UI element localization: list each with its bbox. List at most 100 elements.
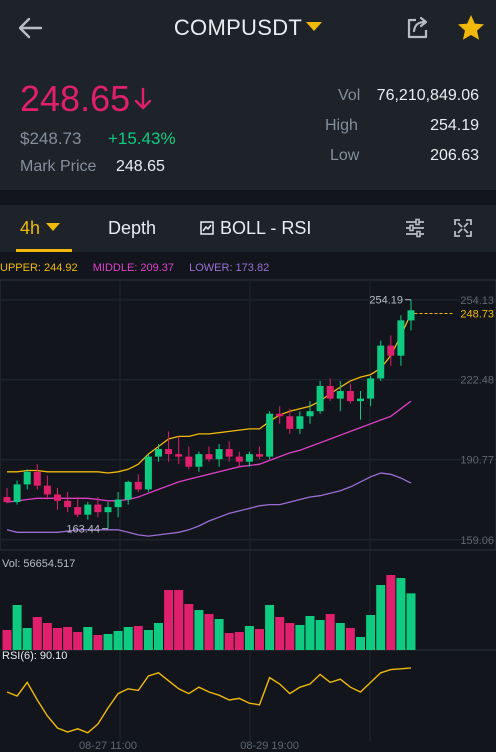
candle-up bbox=[23, 471, 31, 485]
volume-bar bbox=[42, 623, 52, 650]
x-axis-label: 08-27 11:00 bbox=[79, 740, 137, 752]
volume-bar bbox=[234, 632, 244, 650]
candle-down bbox=[225, 449, 233, 457]
boll-upper-line bbox=[7, 313, 412, 474]
volume-bar bbox=[143, 630, 153, 650]
boll-upper-label: UPPER: 244.92 bbox=[0, 262, 78, 274]
candlestick-chart[interactable]: 254.13 222.48 190.77 159.06 254.19 163.44 248.… bbox=[0, 252, 496, 752]
candle-down bbox=[54, 494, 61, 501]
volume-bar bbox=[325, 614, 335, 650]
volume-bar bbox=[123, 627, 133, 650]
candle-up bbox=[13, 484, 21, 503]
rsi-legend: RSI(6): 90.10 bbox=[2, 650, 68, 662]
volume-bar bbox=[22, 628, 32, 650]
volume-bar bbox=[103, 634, 113, 650]
candle-up bbox=[266, 413, 274, 457]
candle-up bbox=[357, 398, 364, 402]
candle-down bbox=[94, 504, 102, 513]
volume-bar bbox=[204, 614, 214, 650]
candle-down bbox=[346, 391, 354, 402]
volume-bar bbox=[396, 578, 406, 650]
volume-bar bbox=[386, 575, 396, 650]
volume-bar bbox=[63, 627, 73, 650]
candle-up bbox=[155, 449, 162, 457]
y-axis-label: 254.13 bbox=[460, 295, 494, 307]
sliders-settings-icon[interactable] bbox=[404, 217, 426, 239]
candle-up bbox=[397, 320, 405, 356]
candle-up bbox=[296, 416, 304, 429]
candle-up bbox=[245, 454, 253, 462]
candle-up bbox=[367, 378, 375, 399]
tab-depth[interactable]: Depth bbox=[108, 218, 157, 238]
share-icon[interactable] bbox=[404, 14, 432, 42]
candle-down bbox=[185, 456, 193, 467]
candle-down bbox=[286, 416, 294, 429]
max-price-label: 254.19 bbox=[369, 295, 403, 307]
down-arrow-icon bbox=[134, 87, 152, 110]
y-axis-label: 222.48 bbox=[460, 375, 494, 387]
volume-bar bbox=[83, 627, 93, 650]
candle-up bbox=[215, 449, 223, 460]
volume-bar bbox=[73, 632, 83, 650]
boll-legend: UPPER: 244.92 MIDDLE: 209.37 LOWER: 173.… bbox=[0, 262, 281, 274]
volume-legend: Vol: 56654.517 bbox=[2, 558, 76, 570]
favorite-star-icon[interactable] bbox=[456, 13, 486, 43]
back-arrow-icon[interactable] bbox=[14, 12, 46, 44]
active-tab-underline bbox=[16, 249, 72, 252]
fullscreen-icon[interactable] bbox=[452, 217, 474, 239]
candle-up bbox=[104, 507, 112, 513]
volume-bar bbox=[315, 620, 325, 650]
volume-bar bbox=[406, 593, 416, 650]
volume-bar bbox=[164, 590, 174, 650]
volume-bar bbox=[133, 626, 143, 650]
candle-up bbox=[306, 411, 314, 417]
interval-selector[interactable]: 4h bbox=[20, 218, 61, 239]
y-axis-label: 190.77 bbox=[460, 455, 494, 467]
candle-up bbox=[336, 391, 344, 399]
symbol-selector[interactable]: COMPUSDT bbox=[0, 15, 496, 41]
volume-bar bbox=[12, 605, 22, 650]
volume-bar bbox=[93, 635, 103, 650]
candle-up bbox=[124, 481, 132, 500]
indicator-label: BOLL - RSI bbox=[220, 218, 312, 238]
volume-bar bbox=[244, 626, 254, 650]
current-price-label: 248.73 bbox=[460, 308, 494, 320]
candle-down bbox=[3, 497, 11, 503]
boll-lower-label: LOWER: 173.82 bbox=[189, 262, 270, 274]
volume-bar bbox=[275, 617, 285, 650]
mark-price-value: 248.65 bbox=[116, 158, 165, 175]
mark-price-label: Mark Price bbox=[20, 158, 97, 175]
price-summary: 248.65 $248.73 +15.43% Mark Price 248.65… bbox=[0, 58, 496, 190]
candle-down bbox=[33, 471, 41, 486]
candle-down bbox=[43, 485, 51, 495]
tab-indicators[interactable]: BOLL - RSI bbox=[200, 218, 311, 239]
candle-up bbox=[144, 456, 152, 490]
volume-value: 76,210,849.06 bbox=[376, 87, 479, 104]
low-value: 206.63 bbox=[430, 147, 479, 164]
volume-bar bbox=[154, 623, 163, 650]
candle-down bbox=[74, 507, 82, 515]
candle-down bbox=[134, 481, 142, 490]
chevron-down-icon bbox=[46, 223, 61, 231]
candle-up bbox=[114, 499, 122, 508]
boll-middle-label: MIDDLE: 209.37 bbox=[92, 262, 175, 274]
candle-down bbox=[175, 454, 183, 457]
volume-bar bbox=[174, 590, 184, 650]
volume-bar bbox=[335, 623, 345, 650]
volume-bar bbox=[345, 628, 355, 650]
interval-label: 4h bbox=[20, 218, 41, 238]
chevron-down-icon bbox=[306, 22, 323, 31]
candle-down bbox=[387, 345, 395, 356]
volume-bar bbox=[224, 633, 234, 650]
candle-up bbox=[195, 454, 203, 467]
volume-bar bbox=[376, 585, 386, 650]
candle-up bbox=[377, 345, 385, 379]
y-axis-label: 159.06 bbox=[460, 535, 494, 547]
candle-down bbox=[235, 456, 243, 462]
volume-bar bbox=[255, 629, 264, 650]
volume-bar bbox=[285, 623, 295, 650]
volume-bar bbox=[305, 616, 315, 650]
top-bar: COMPUSDT bbox=[0, 0, 496, 58]
usd-price: $248.73 bbox=[20, 129, 82, 148]
volume-label: Vol bbox=[338, 87, 361, 104]
